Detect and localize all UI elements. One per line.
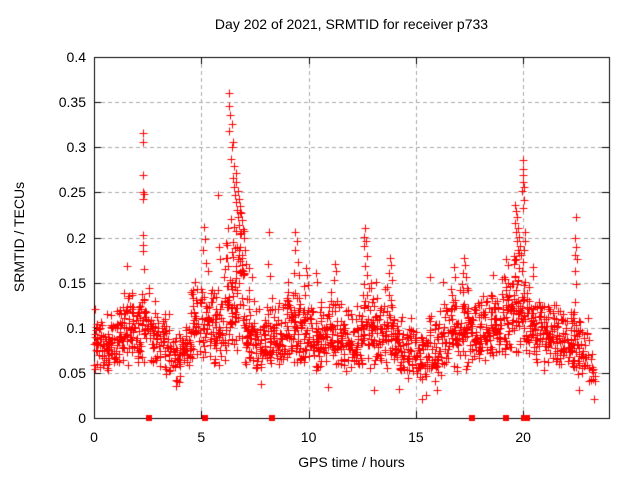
y-tick-label: 0.4 <box>66 49 86 65</box>
y-tick-label: 0.25 <box>58 184 86 201</box>
y-tick-label: 0.3 <box>66 139 86 156</box>
y-tick-label: 0.1 <box>66 319 86 336</box>
x-tick-label: 10 <box>300 429 317 445</box>
x-tick-label: 5 <box>197 429 206 445</box>
y-tick-label: 0.05 <box>58 364 86 381</box>
x-tick-label: 15 <box>408 429 424 445</box>
y-tick-label: 0.15 <box>58 274 86 291</box>
x-tick-label: 20 <box>515 429 531 445</box>
y-tick-label: 0.2 <box>66 229 86 246</box>
y-tick-label: 0.35 <box>58 94 86 111</box>
chart-title: Day 202 of 2021, SRMTID for receiver p73… <box>214 16 489 32</box>
x-axis-label: GPS time / hours <box>298 454 405 470</box>
y-tick-label: 0 <box>78 410 86 426</box>
x-tick-label: 0 <box>90 429 98 445</box>
